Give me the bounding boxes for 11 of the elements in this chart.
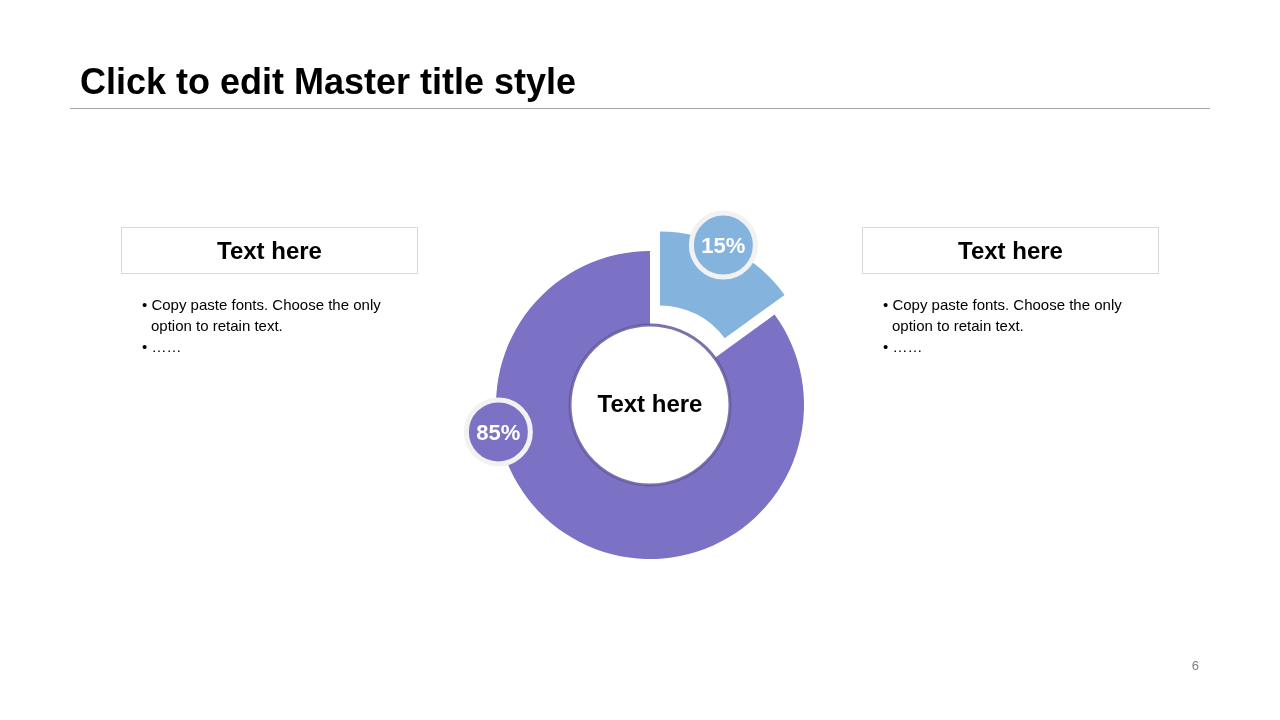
chart-title: Click to edit Master title style — [80, 61, 577, 102]
text: • …… — [142, 337, 183, 357]
text: • Copy paste fonts. Choose the only option to retain text. — [142, 295, 382, 336]
data-label: 85% — [476, 419, 521, 445]
text: Text here — [597, 390, 703, 417]
text: • …… — [883, 337, 924, 357]
text: Text here — [121, 227, 418, 274]
text: • Copy paste fonts. Choose the only option to retain text. — [883, 295, 1123, 336]
text: Text here — [862, 227, 1159, 274]
text: 6 — [1191, 658, 1199, 674]
data-label: 15% — [701, 233, 746, 259]
